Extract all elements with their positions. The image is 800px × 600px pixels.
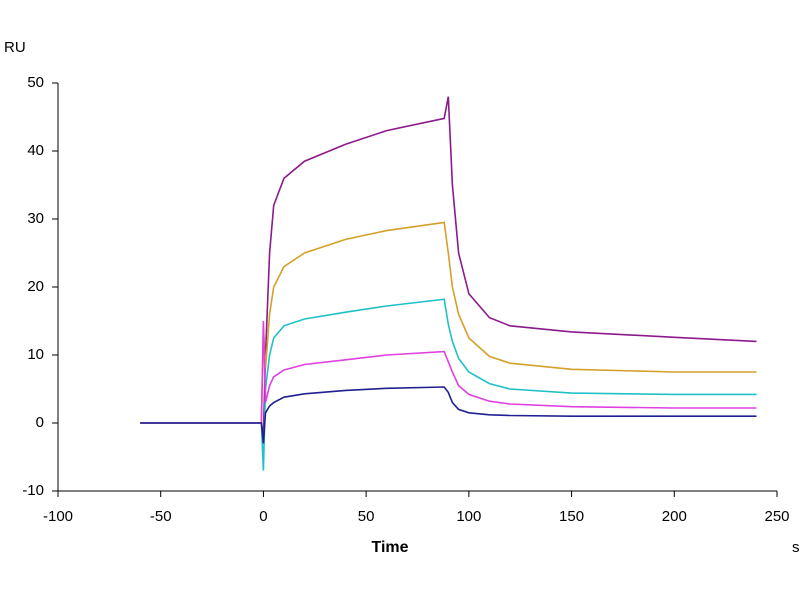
x-tick-label: -100: [43, 508, 73, 525]
series-line: [140, 96, 757, 437]
x-tick-label: 0: [259, 508, 267, 525]
y-tick-label: 50: [27, 74, 44, 91]
series-line: [140, 320, 757, 424]
y-tick-label: 10: [27, 346, 44, 363]
y-tick-label: 30: [27, 210, 44, 227]
y-tick-label: 20: [27, 278, 44, 295]
x-tick-label: 250: [764, 508, 789, 525]
series-line: [140, 298, 757, 471]
y-tick-label: 40: [27, 142, 44, 159]
y-axis-label: RU: [4, 39, 26, 56]
x-tick-label: 100: [456, 508, 481, 525]
x-tick-label: 50: [358, 508, 375, 525]
x-axis-label: Time: [371, 539, 408, 556]
y-tick-label: -10: [22, 482, 44, 499]
x-tick-label: 200: [662, 508, 687, 525]
x-tick-label: -50: [150, 508, 172, 525]
series-line: [140, 386, 757, 444]
x-tick-label: 150: [559, 508, 584, 525]
y-tick-label: 0: [36, 414, 44, 431]
x-axis-unit: s: [792, 539, 800, 556]
